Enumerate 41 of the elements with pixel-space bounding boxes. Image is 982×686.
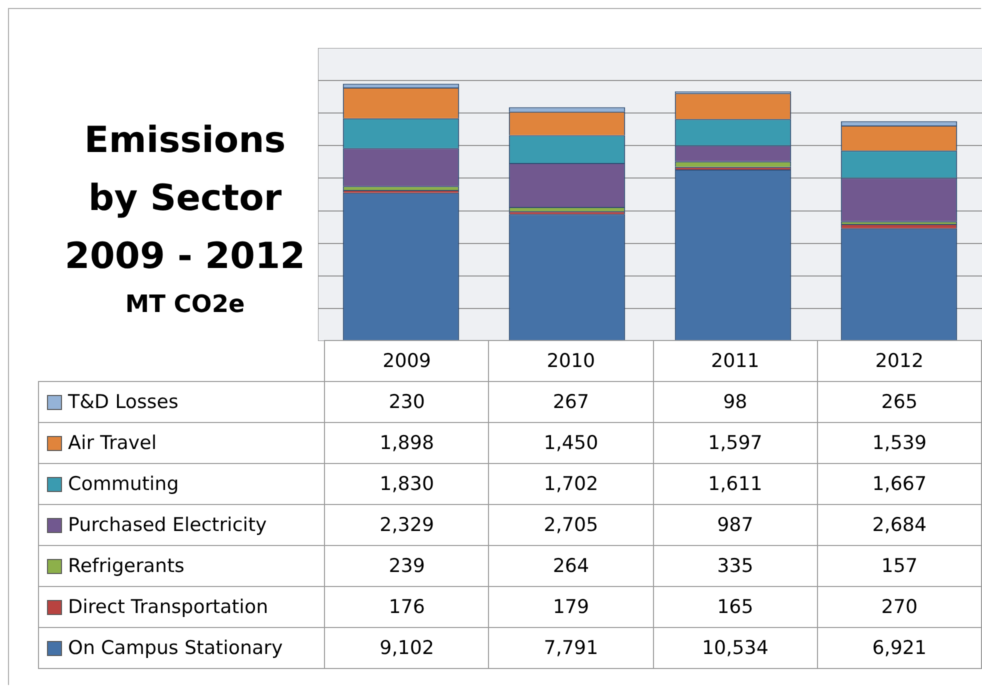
data-label: 10,534 xyxy=(653,628,818,668)
data-label: 165 xyxy=(653,586,818,628)
data-label: 98 xyxy=(653,382,818,422)
legend-label: Commuting xyxy=(38,464,325,504)
x-tick-label: 2011 xyxy=(653,340,818,382)
data-label: 9,102 xyxy=(324,628,489,668)
data-label: 1,702 xyxy=(488,464,654,504)
data-label: 1,597 xyxy=(653,422,818,464)
legend-label: Air Travel xyxy=(38,422,325,464)
data-label: 157 xyxy=(817,546,982,586)
data-label: 230 xyxy=(324,382,489,422)
text: Emissions by Sector 2009 - 2012 xyxy=(64,119,306,279)
data-label: 7,791 xyxy=(488,628,654,668)
data-label: 2,705 xyxy=(488,504,654,546)
legend-label: Refrigerants xyxy=(38,546,325,586)
data-label: 1,667 xyxy=(817,464,982,504)
legend-label: On Campus Stationary xyxy=(38,628,325,668)
data-label: 1,450 xyxy=(488,422,654,464)
legend-label: Direct Transportation xyxy=(38,586,325,628)
data-label: 1,898 xyxy=(324,422,489,464)
data-label: 335 xyxy=(653,546,818,586)
data-label: 1,830 xyxy=(324,464,489,504)
legend-label: Purchased Electricity xyxy=(38,504,325,546)
data-label: 987 xyxy=(653,504,818,546)
data-label: 265 xyxy=(817,382,982,422)
x-tick-label: 2009 xyxy=(324,340,489,382)
data-label: 1,611 xyxy=(653,464,818,504)
data-label: 2,684 xyxy=(817,504,982,546)
text: MT CO2e xyxy=(124,290,246,318)
data-label: 267 xyxy=(488,382,654,422)
x-tick-label: 2012 xyxy=(817,340,982,382)
data-label: 264 xyxy=(488,546,654,586)
legend-label: T&D Losses xyxy=(38,382,325,422)
data-label: 270 xyxy=(817,586,982,628)
x-tick-label: 2010 xyxy=(488,340,654,382)
data-label: 6,921 xyxy=(817,628,982,668)
data-label: 176 xyxy=(324,586,489,628)
data-label: 239 xyxy=(324,546,489,586)
data-label: 1,539 xyxy=(817,422,982,464)
data-label: 179 xyxy=(488,586,654,628)
data-label: 2,329 xyxy=(324,504,489,546)
